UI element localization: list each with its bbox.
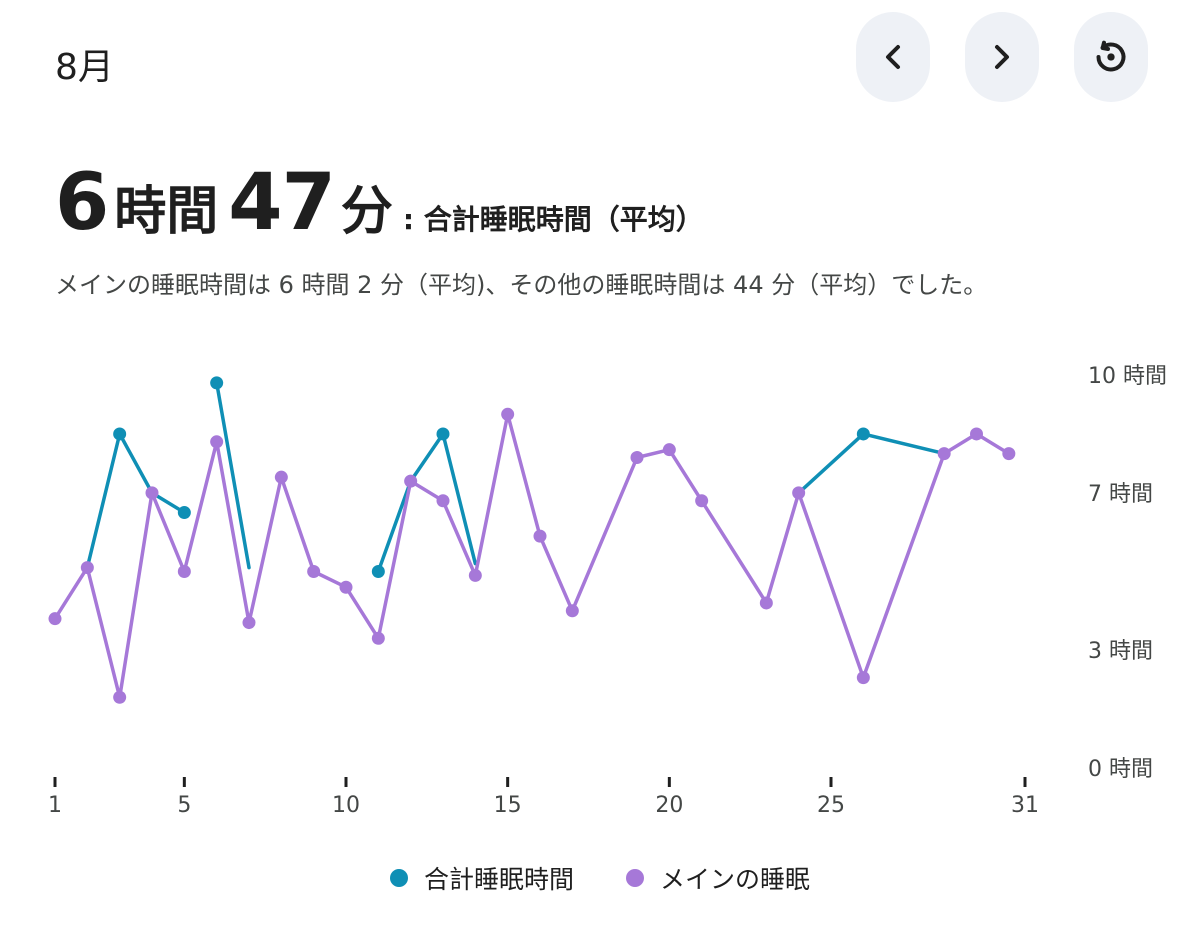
average-hours-value: 6 — [55, 158, 109, 248]
history-icon — [1096, 40, 1126, 72]
main-sleep-point-day-28.5 — [937, 447, 951, 461]
average-label: : 合計睡眠時間（平均） — [402, 203, 704, 236]
main-sleep-point-day-23 — [759, 596, 773, 610]
main-sleep-point-day-13 — [436, 494, 450, 508]
main-sleep-point-day-19 — [630, 451, 644, 465]
y-tick-label-7: 7 時間 — [1088, 482, 1153, 507]
main-sleep-point-day-4 — [145, 486, 159, 500]
sleep-description: メインの睡眠時間は 6 時間 2 分（平均)、その他の睡眠時間は 44 分（平均… — [55, 271, 988, 299]
reset-to-current-button[interactable] — [1074, 12, 1148, 102]
main-sleep-line — [53, 412, 1011, 700]
total-sleep-point-day-5 — [177, 506, 191, 520]
main-sleep-point-day-26 — [856, 671, 870, 685]
main-sleep-point-day-9 — [307, 565, 321, 578]
x-tick-label-15: 15 — [494, 793, 522, 818]
main-sleep-point-day-7 — [242, 616, 256, 630]
main-sleep-point-day-17 — [565, 604, 579, 618]
x-tick-label-20: 20 — [655, 793, 683, 818]
total-sleep-line-segment-1 — [85, 432, 187, 570]
main-sleep-point-day-30.5 — [1002, 447, 1016, 461]
main-sleep-point-day-29.5 — [970, 427, 983, 441]
next-month-button[interactable] — [965, 12, 1039, 102]
total-sleep-line-segment-3 — [376, 432, 478, 574]
x-tick-label-1: 1 — [48, 793, 62, 818]
main-sleep-point-day-16 — [533, 529, 547, 543]
x-tick-label-25: 25 — [817, 793, 845, 818]
main-sleep-point-day-15 — [501, 407, 515, 421]
total-sleep-line-segment-2 — [214, 381, 251, 570]
main-sleep-point-day-12 — [404, 474, 418, 488]
total-sleep-point-day-13 — [436, 427, 450, 441]
main-sleep-point-day-14 — [468, 568, 482, 582]
y-tick-label-3: 3 時間 — [1088, 639, 1153, 664]
legend-dot-total — [389, 869, 408, 887]
main-sleep-point-day-5 — [177, 565, 191, 578]
previous-month-button[interactable] — [856, 12, 930, 102]
total-sleep-line-segment-4 — [796, 432, 946, 495]
legend-label-total: 合計睡眠時間 — [423, 865, 574, 894]
main-sleep-point-day-2 — [80, 561, 94, 575]
total-sleep-point-day-11 — [371, 565, 385, 578]
legend-item-total[interactable]: 合計睡眠時間 — [389, 860, 574, 896]
x-tick-label-5: 5 — [177, 793, 191, 818]
main-sleep-point-day-6 — [210, 435, 224, 449]
main-sleep-point-day-20 — [662, 443, 676, 457]
total-sleep-point-day-3 — [113, 427, 127, 441]
legend-dot-main — [626, 869, 644, 887]
x-tick-label-31: 31 — [1011, 793, 1039, 818]
main-sleep-point-day-24 — [792, 486, 806, 500]
legend-label-main: メインの睡眠 — [660, 865, 811, 894]
total-sleep-point-day-26 — [856, 427, 870, 441]
x-tick-label-10: 10 — [332, 793, 360, 818]
y-tick-label-10: 10 時間 — [1088, 364, 1167, 389]
main-sleep-point-day-21 — [695, 494, 709, 508]
main-sleep-point-day-3 — [113, 690, 127, 704]
main-sleep-point-day-8 — [274, 470, 288, 484]
hours-unit: 時間 — [114, 182, 219, 242]
y-tick-label-0: 0 時間 — [1088, 757, 1153, 782]
total-sleep-point-day-6 — [210, 376, 224, 390]
minutes-unit: 分 — [340, 182, 393, 242]
main-sleep-point-day-10 — [339, 580, 353, 594]
chevron-left-icon — [886, 45, 900, 69]
main-sleep-point-day-1 — [48, 612, 62, 626]
chevron-right-icon — [995, 45, 1009, 69]
month-title: 8月 — [55, 47, 114, 88]
average-minutes-value: 47 — [228, 158, 336, 248]
main-sleep-point-day-11 — [371, 631, 385, 645]
legend-item-main[interactable]: メインの睡眠 — [626, 860, 810, 896]
average-sleep-headline: 6 時間 47 分 : 合計睡眠時間（平均） — [55, 158, 704, 248]
chart-legend: 合計睡眠時間 メインの睡眠 — [0, 860, 1200, 896]
